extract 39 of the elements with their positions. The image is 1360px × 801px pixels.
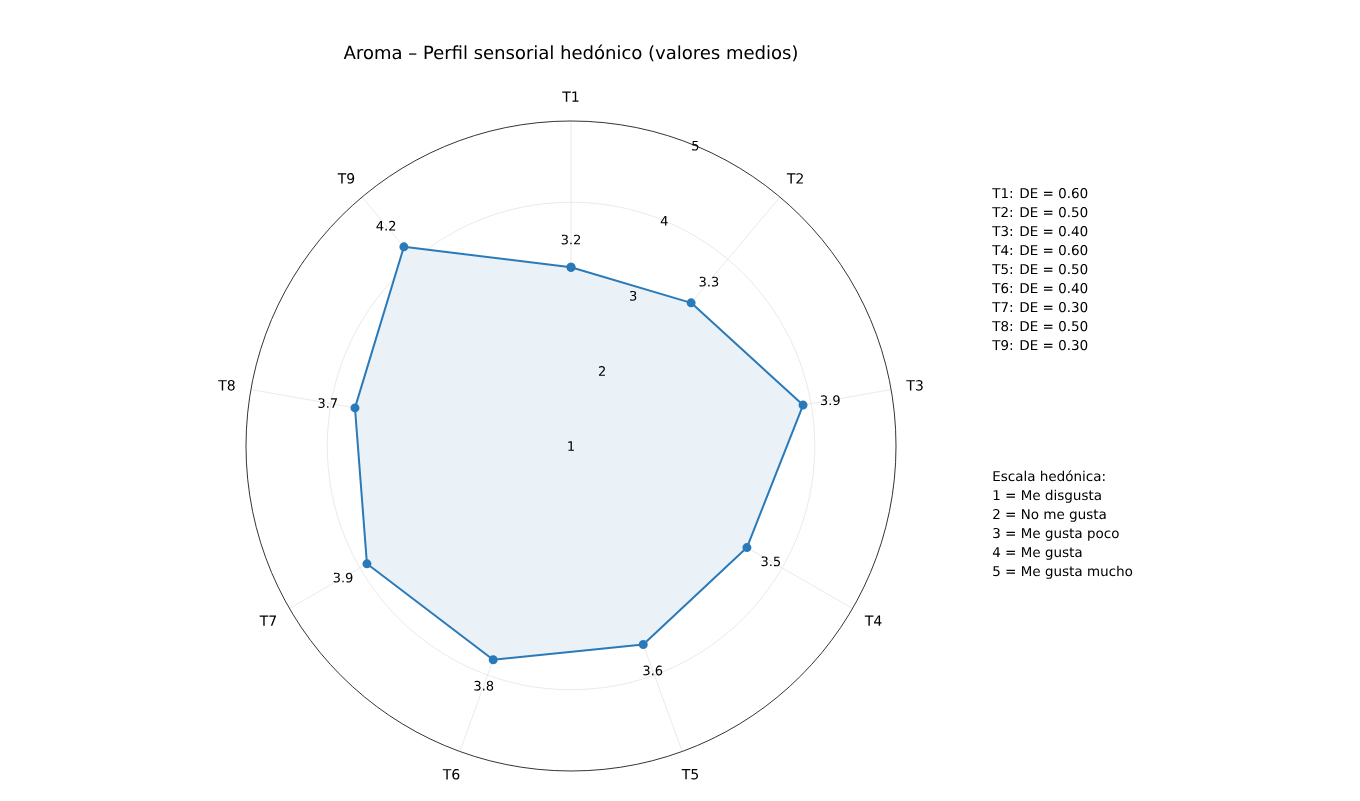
data-label: 3.7 [318,398,337,409]
chart-title: Aroma – Perfil sensorial hedónico (valores medios) [343,44,797,62]
text: 1 = Me disgusta [993,489,1101,503]
text: T1: DE = 0.60 [992,187,1088,199]
spoke-label: T4 [864,615,882,626]
text: 5 = Me gusta mucho [993,565,1133,579]
y-tick-label: 3 [630,290,637,301]
text: 4 = Me gusta [992,547,1082,560]
spoke-label: T6 [442,769,460,780]
spoke-label: T2 [786,173,803,184]
spoke-label: T8 [218,380,235,391]
y-tick-label: 2 [598,366,605,376]
data-label: 3.2 [561,234,581,245]
y-tick-label: 4 [660,216,668,226]
data-label: 3.6 [643,665,663,676]
text: 3 = Me gusta poco [993,527,1119,541]
data-label: 3.9 [820,395,840,406]
spoke-label: T7 [259,615,276,626]
data-label: 3.3 [699,276,719,287]
data-label: 3.8 [474,680,494,691]
spoke-label: T5 [681,769,699,780]
text: T2: DE = 0.50 [992,206,1088,218]
spoke-label: T1 [562,91,579,102]
text: 2 = No me gusta [993,508,1106,522]
text: T4: DE = 0.60 [992,244,1088,256]
text: T7: DE = 0.30 [992,301,1088,313]
spoke-label: T3 [906,380,923,391]
text: T8: DE = 0.50 [992,320,1088,332]
data-label: 3.5 [761,556,781,567]
text: Escala hedónica: [993,470,1105,482]
text: T6: DE = 0.40 [992,282,1088,294]
text: T5: DE = 0.50 [992,263,1088,275]
y-tick-label: 5 [692,140,699,151]
data-label: 3.9 [333,572,353,583]
data-label: 4.2 [376,220,396,231]
y-tick-label: 1 [568,441,574,451]
spoke-label: T9 [337,173,355,184]
text: T3: DE = 0.40 [992,225,1088,237]
text: T9: DE = 0.30 [992,339,1088,351]
